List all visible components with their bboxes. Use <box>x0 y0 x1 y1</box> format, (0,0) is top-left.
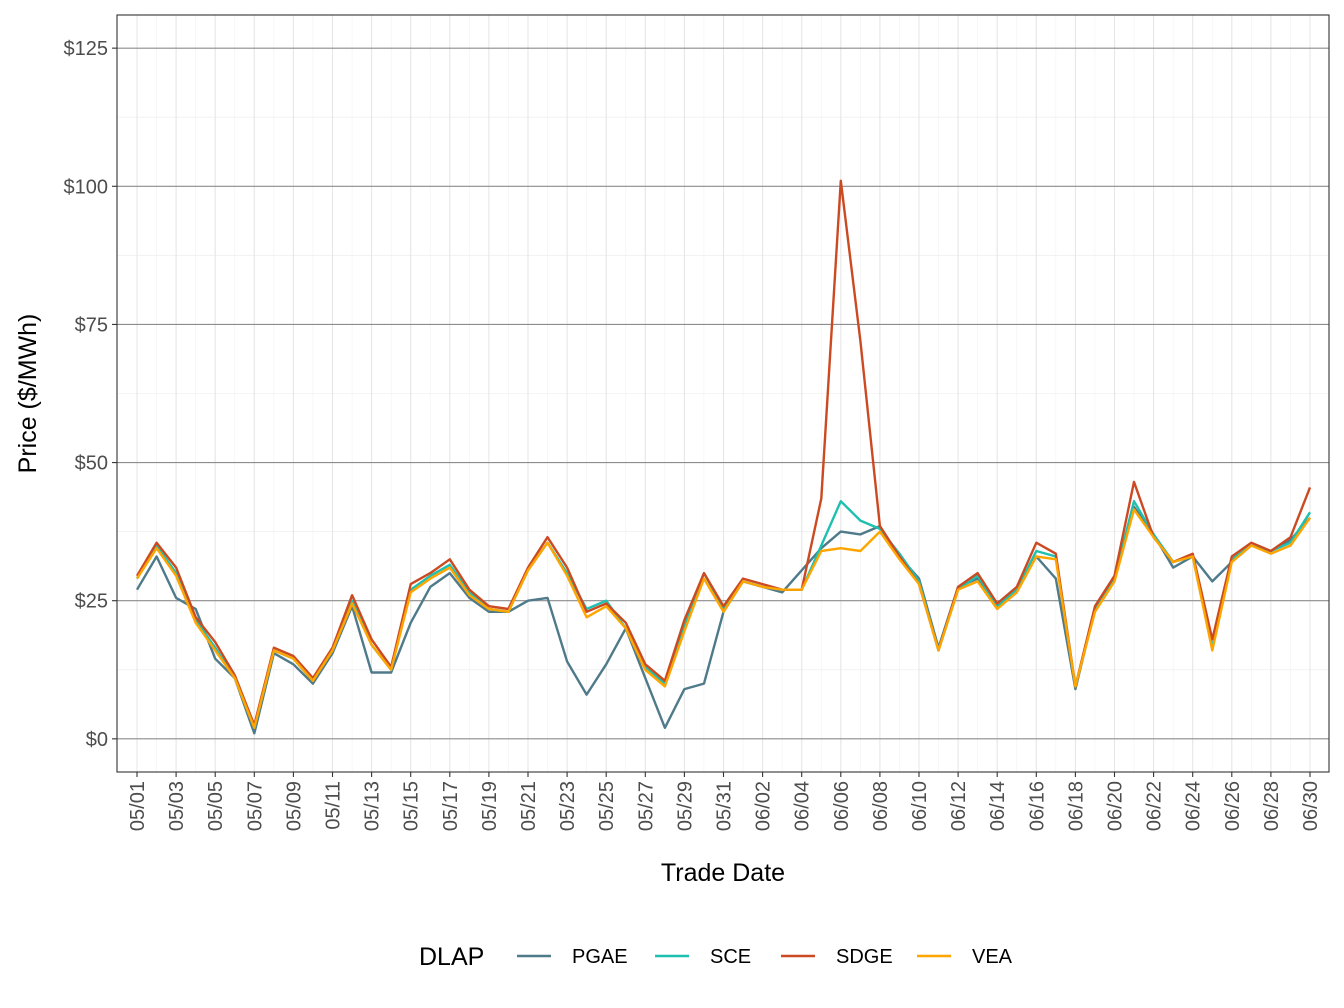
x-tick-label: 05/09 <box>283 781 305 831</box>
x-tick-label: 05/17 <box>440 781 462 831</box>
x-tick-label: 05/29 <box>674 781 696 831</box>
x-tick-label: 05/27 <box>635 781 657 831</box>
x-tick-label: 06/02 <box>753 781 775 831</box>
x-tick-label: 05/19 <box>479 781 501 831</box>
y-axis-title: Price ($/MWh) <box>14 314 42 474</box>
legend: DLAP PGAE SCE SDGE VEA <box>419 943 1013 971</box>
x-tick-label: 05/11 <box>323 781 345 830</box>
x-tick-label: 06/26 <box>1222 781 1244 831</box>
x-axis: 05/01 05/03 05/05 05/07 05/09 05/11 05/13 05/15… <box>127 772 1322 831</box>
x-tick-label: 06/06 <box>831 781 853 831</box>
x-tick-label: 05/21 <box>518 781 540 831</box>
y-tick-label: $75 <box>75 314 108 336</box>
x-tick-label: 05/13 <box>362 781 384 831</box>
x-tick-label: 05/31 <box>714 781 736 831</box>
x-tick-label: 06/10 <box>909 781 931 831</box>
series-lines <box>135 179 1312 735</box>
x-tick-label: 06/30 <box>1300 781 1322 831</box>
x-tick-label: 06/20 <box>1105 781 1127 831</box>
x-tick-label: 06/04 <box>792 781 814 831</box>
x-tick-label: 06/16 <box>1026 781 1048 831</box>
x-tick-label: 05/05 <box>205 781 227 831</box>
series-line-vea <box>135 508 1311 729</box>
y-tick-label: $25 <box>75 591 108 613</box>
x-axis-title: Trade Date <box>661 859 785 887</box>
legend-label-sce: SCE <box>710 946 751 968</box>
legend-label-pgae: PGAE <box>572 946 628 968</box>
x-tick-label: 06/22 <box>1144 781 1166 831</box>
x-tick-label: 05/15 <box>401 781 423 831</box>
x-tick-label: 05/07 <box>244 781 266 831</box>
x-tick-label: 06/28 <box>1261 781 1283 831</box>
y-tick-label: $50 <box>75 453 108 475</box>
x-tick-label: 06/08 <box>870 781 892 831</box>
x-tick-label: 05/01 <box>127 781 149 831</box>
x-tick-label: 06/18 <box>1065 781 1087 831</box>
x-tick-label: 05/25 <box>596 781 618 831</box>
y-tick-label: $125 <box>64 38 109 60</box>
y-axis: $0 $25 $50 $75 $100 $125 <box>64 38 117 751</box>
y-tick-label: $100 <box>64 176 109 198</box>
y-tick-label: $0 <box>86 729 108 751</box>
x-tick-label: 05/03 <box>166 781 188 831</box>
legend-label-sdge: SDGE <box>836 946 893 968</box>
x-tick-label: 06/14 <box>987 781 1009 831</box>
legend-title: DLAP <box>419 943 484 971</box>
x-tick-label: 06/24 <box>1183 781 1205 831</box>
x-tick-label: 06/12 <box>948 781 970 831</box>
x-tick-label: 05/23 <box>557 781 579 831</box>
legend-label-vea: VEA <box>972 946 1013 968</box>
